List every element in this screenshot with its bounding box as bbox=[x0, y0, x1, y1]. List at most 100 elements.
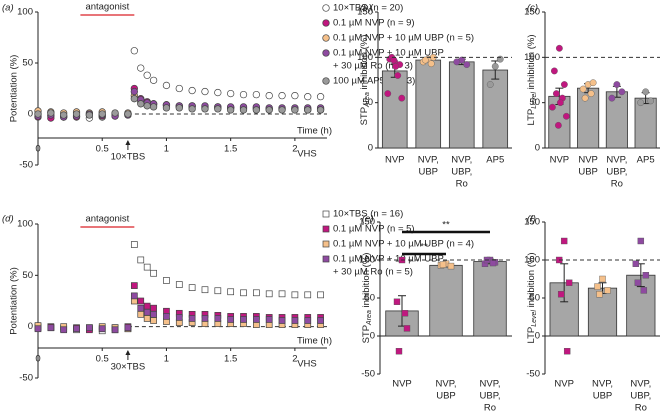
data-point bbox=[130, 241, 138, 248]
data-point bbox=[175, 84, 183, 93]
data-point bbox=[34, 110, 42, 118]
data-point bbox=[253, 316, 260, 323]
data-point bbox=[175, 104, 183, 112]
data-point bbox=[395, 348, 403, 355]
x-tick-label: NVP bbox=[554, 379, 574, 390]
x-tick-label: Ro bbox=[456, 179, 468, 190]
data-point bbox=[252, 90, 261, 99]
stimulus-arrowhead bbox=[125, 350, 131, 355]
data-point bbox=[130, 87, 138, 96]
data-point bbox=[491, 63, 499, 70]
data-point bbox=[557, 291, 565, 298]
x-tick-label: NVP, bbox=[606, 155, 627, 166]
x-tick-label: NVP bbox=[385, 155, 405, 166]
y-label-main: LTP bbox=[526, 109, 537, 126]
data-point bbox=[188, 105, 196, 113]
data-point bbox=[143, 71, 151, 79]
data-point bbox=[60, 326, 68, 334]
data-point bbox=[565, 279, 573, 286]
y-tick-label: 0 bbox=[535, 331, 540, 342]
legend-marker bbox=[322, 34, 330, 42]
data-point bbox=[587, 90, 595, 98]
data-point bbox=[642, 272, 650, 279]
y-tick-label: 150 bbox=[357, 7, 373, 18]
data-point bbox=[227, 106, 235, 114]
data-point bbox=[162, 81, 171, 90]
data-point bbox=[86, 324, 93, 332]
data-point bbox=[447, 262, 455, 270]
data-point bbox=[137, 256, 145, 264]
data-point bbox=[291, 91, 299, 100]
data-point bbox=[47, 324, 55, 332]
x-tick-label: UBP bbox=[593, 391, 613, 402]
data-point bbox=[201, 315, 209, 322]
data-point bbox=[589, 79, 597, 87]
data-point bbox=[291, 317, 299, 324]
x-tick-label: 0 bbox=[35, 354, 40, 365]
data-point bbox=[137, 304, 145, 312]
data-point bbox=[637, 99, 645, 107]
y-tick-label: 150 bbox=[524, 7, 540, 18]
data-point bbox=[137, 100, 145, 108]
y-tick-label: 0 bbox=[368, 143, 373, 154]
data-point bbox=[130, 292, 138, 300]
x-tick-label: 0.5 bbox=[96, 144, 109, 155]
data-point bbox=[47, 109, 55, 117]
legend-marker bbox=[322, 255, 330, 263]
data-point bbox=[265, 91, 273, 100]
y-label-rest: inhibition (%) bbox=[526, 34, 537, 92]
data-point bbox=[265, 290, 273, 298]
y-tick-label: 100 bbox=[17, 7, 33, 18]
data-point bbox=[634, 279, 642, 286]
data-point bbox=[647, 97, 655, 105]
x-tick-label: NVP bbox=[392, 379, 412, 390]
y-tick-label: 0 bbox=[28, 109, 33, 120]
legend-label: 10×TBS (n = 16) bbox=[333, 209, 403, 220]
x-tick-label: 2 bbox=[292, 354, 297, 365]
y-tick-label: 0 bbox=[535, 143, 540, 154]
x-tick-label: UBP, bbox=[480, 391, 501, 402]
data-point bbox=[214, 88, 222, 97]
data-point bbox=[130, 282, 138, 289]
data-point bbox=[640, 287, 648, 294]
y-tick-label: 100 bbox=[357, 52, 373, 63]
data-point bbox=[304, 106, 312, 114]
panel-label: (a) bbox=[2, 3, 14, 14]
x-axis-label: Time (h) bbox=[297, 336, 332, 347]
y-tick-label: 100 bbox=[524, 52, 540, 63]
data-point bbox=[130, 47, 138, 55]
y-axis-label: Potentiation (%) bbox=[9, 267, 20, 335]
data-point bbox=[384, 90, 392, 98]
legend-marker bbox=[322, 225, 330, 233]
stimulus-label: 10×TBS bbox=[111, 152, 146, 163]
significance-label: ** bbox=[420, 242, 428, 253]
x-tick-label: NVP, bbox=[436, 379, 457, 390]
data-point bbox=[618, 88, 626, 96]
x-tick-label: AP5 bbox=[637, 155, 655, 166]
data-point bbox=[581, 94, 589, 102]
data-point bbox=[163, 277, 170, 284]
data-point bbox=[316, 93, 325, 101]
data-point bbox=[550, 67, 558, 75]
antagonist-label: antagonist bbox=[85, 214, 129, 225]
data-point bbox=[393, 298, 401, 305]
data-point bbox=[278, 106, 286, 114]
bar bbox=[381, 70, 408, 149]
legend-marker bbox=[322, 19, 330, 27]
y-tick-label: 50 bbox=[364, 293, 375, 304]
data-point bbox=[489, 259, 497, 267]
note: VHS bbox=[297, 149, 317, 160]
y-label-main: STP bbox=[359, 107, 370, 125]
data-point bbox=[188, 284, 196, 292]
legend-marker bbox=[322, 240, 330, 248]
x-tick-label: 1.5 bbox=[224, 354, 237, 365]
legend-marker bbox=[322, 49, 330, 57]
bar bbox=[448, 61, 475, 149]
data-point bbox=[642, 88, 650, 96]
y-tick-label: 150 bbox=[359, 217, 375, 228]
data-point bbox=[632, 260, 640, 267]
data-point bbox=[188, 315, 196, 322]
y-axis-label: LTPLevel inhibition (%) bbox=[526, 34, 538, 125]
data-point bbox=[201, 105, 209, 113]
y-tick-label: 50 bbox=[362, 97, 373, 108]
